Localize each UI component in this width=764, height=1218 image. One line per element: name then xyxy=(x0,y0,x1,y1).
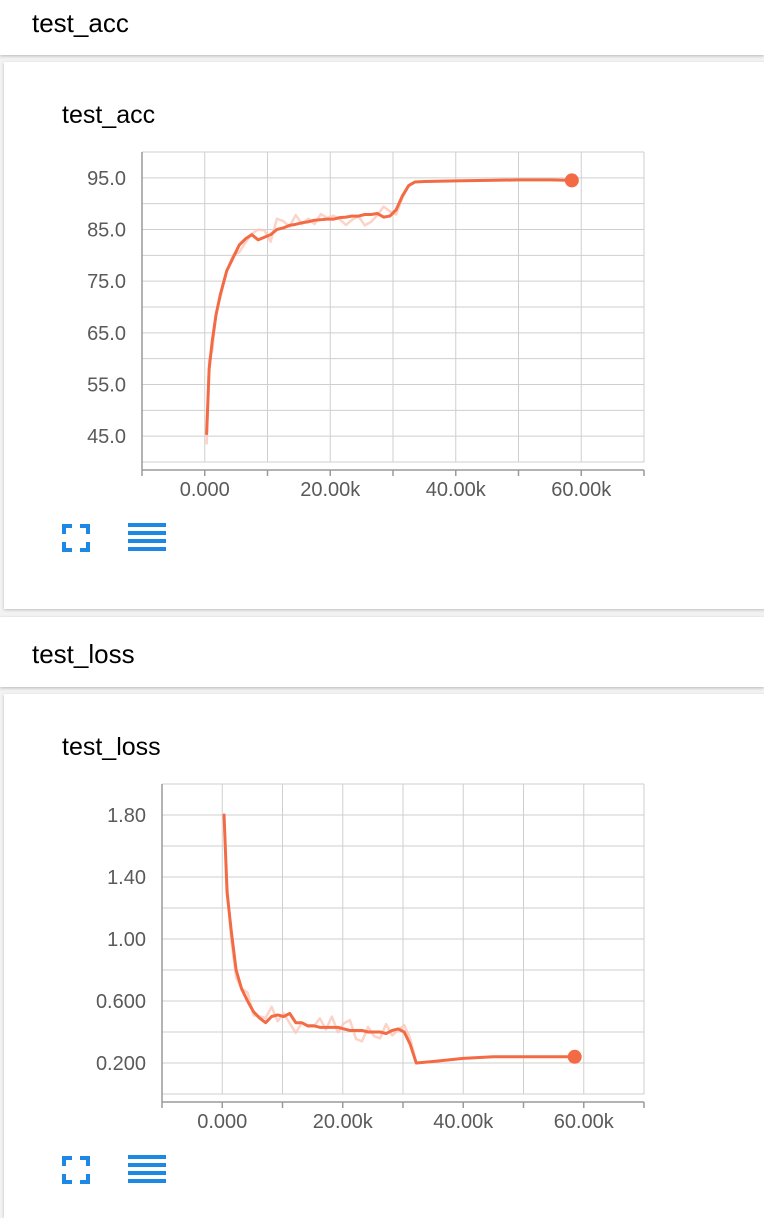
test-loss-chart[interactable]: 0.200 0.600 1.00 1.40 1.80 0.000 20.00k 40.00k 6… xyxy=(4,694,764,1218)
y-tick-label: 1.40 xyxy=(107,867,146,889)
section-title: test_acc xyxy=(32,8,129,38)
x-tick-label: 20.00k xyxy=(300,479,361,501)
series-line xyxy=(222,813,577,1065)
y-tick-label: 1.00 xyxy=(107,929,146,951)
y-tick-label: 85.0 xyxy=(87,220,126,242)
x-tick-label: 40.00k xyxy=(433,1111,494,1133)
chart-grid xyxy=(141,151,645,463)
fullscreen-corners-icon xyxy=(62,524,90,552)
section-title: test_loss xyxy=(32,639,135,669)
chart-title: test_acc xyxy=(62,101,156,129)
y-tick-label: 45.0 xyxy=(87,426,126,448)
y-tick-label: 1.80 xyxy=(107,805,146,827)
chart-card-test-loss: test_loss 0.200 0.600 1.00 1.40 1.80 0.000 20.… xyxy=(4,694,764,1218)
test-acc-chart[interactable]: 45.0 55.0 65.0 75.0 85.0 95.0 0.000 20.00k 40.00… xyxy=(4,62,764,609)
chart-title: test_loss xyxy=(62,733,161,761)
fullscreen-corners-icon xyxy=(62,1156,90,1184)
raw-series-line xyxy=(205,178,572,445)
last-point-marker xyxy=(567,1049,582,1064)
x-tick-label: 20.00k xyxy=(313,1111,374,1133)
series-line xyxy=(205,178,574,436)
list-lines-icon xyxy=(128,1155,166,1183)
x-tick-label: 40.00k xyxy=(426,479,487,501)
y-tick-label: 65.0 xyxy=(87,323,126,345)
expand-chart-button[interactable] xyxy=(61,523,91,553)
chart-grid xyxy=(161,783,645,1095)
list-lines-icon xyxy=(128,523,166,551)
toggle-data-button[interactable] xyxy=(128,523,166,553)
y-tick-label: 95.0 xyxy=(87,168,126,190)
y-tick-label: 55.0 xyxy=(87,375,126,397)
x-tick-label: 0.000 xyxy=(180,479,230,501)
y-tick-label: 75.0 xyxy=(87,271,126,293)
expand-chart-button[interactable] xyxy=(61,1155,91,1185)
x-tick-label: 60.00k xyxy=(551,479,612,501)
section-header-test-acc[interactable]: test_acc xyxy=(0,0,764,55)
raw-series-line xyxy=(222,820,575,1065)
y-tick-label: 0.200 xyxy=(96,1053,146,1075)
x-tick-label: 60.00k xyxy=(554,1111,615,1133)
last-point-marker xyxy=(564,173,579,188)
toggle-data-button[interactable] xyxy=(128,1155,166,1185)
x-tick-label: 0.000 xyxy=(197,1111,247,1133)
chart-card-test-acc: test_acc 45.0 55.0 65.0 75.0 85.0 95.0 0.000 20… xyxy=(4,62,764,609)
y-tick-label: 0.600 xyxy=(96,991,146,1013)
section-header-test-loss[interactable]: test_loss xyxy=(0,617,764,687)
